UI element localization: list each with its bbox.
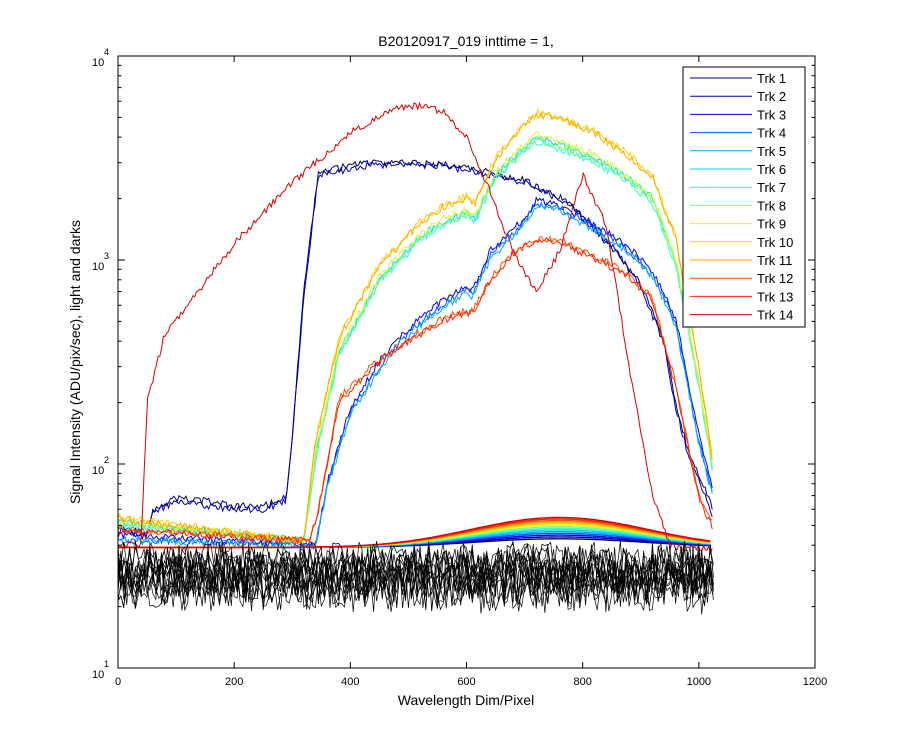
legend-label-trk-7: Trk 7 bbox=[757, 180, 786, 195]
legend-label-trk-14: Trk 14 bbox=[757, 308, 793, 323]
y-axis-label: Signal Intensity (ADU/pix/sec), light an… bbox=[67, 220, 83, 504]
dark-trace-11 bbox=[117, 557, 714, 609]
x-axis-label: Wavelength Dim/Pixel bbox=[398, 692, 534, 708]
series-line-trk-11 bbox=[117, 110, 713, 545]
dark-trace-14 bbox=[117, 564, 714, 615]
x-tick-label: 1200 bbox=[803, 676, 827, 688]
legend-label-trk-10: Trk 10 bbox=[757, 235, 793, 250]
x-tick-label: 400 bbox=[341, 676, 359, 688]
x-tick-label: 600 bbox=[457, 676, 475, 688]
dark-noise-layer bbox=[117, 540, 714, 615]
x-ticks: 0 200 400 600 800 1000 1200 bbox=[115, 56, 827, 688]
series-line-trk-10 bbox=[117, 107, 713, 543]
series-baseline-trk-14 bbox=[118, 516, 711, 549]
y-tick-exponent: 1 bbox=[104, 659, 109, 669]
legend-items: Trk 1 Trk 2 Trk 3 Trk 4 Trk 5 Trk 6 Trk 7 Trk 8… bbox=[690, 71, 793, 323]
y-tick-exponent: 3 bbox=[104, 251, 109, 261]
y-tick-label: 10 bbox=[92, 465, 104, 477]
y-tick-exponent: 4 bbox=[104, 47, 109, 57]
series-line-trk-3 bbox=[117, 196, 713, 551]
x-tick-label: 200 bbox=[225, 676, 243, 688]
legend-label-trk-12: Trk 12 bbox=[757, 271, 793, 286]
series-line-trk-1 bbox=[117, 159, 713, 539]
y-tick-label: 10 bbox=[92, 261, 104, 273]
legend-box bbox=[682, 66, 806, 328]
y-tick-label: 10 bbox=[92, 57, 104, 69]
legend-label-trk-4: Trk 4 bbox=[757, 126, 786, 141]
series-line-trk-9 bbox=[117, 130, 713, 545]
series-line-trk-2 bbox=[117, 161, 713, 538]
y-tick-exponent: 2 bbox=[104, 455, 109, 465]
legend-label-trk-9: Trk 9 bbox=[757, 217, 786, 232]
y-tick-label: 10 bbox=[92, 669, 104, 681]
x-tick-label: 0 bbox=[115, 676, 121, 688]
legend-label-trk-8: Trk 8 bbox=[757, 198, 786, 213]
series-line-trk-5 bbox=[117, 202, 713, 550]
series-line-trk-14 bbox=[117, 101, 713, 555]
legend-label-trk-11: Trk 11 bbox=[757, 253, 792, 268]
legend: Trk 1 Trk 2 Trk 3 Trk 4 Trk 5 Trk 6 Trk 7 Trk 8… bbox=[682, 66, 806, 328]
legend-label-trk-3: Trk 3 bbox=[757, 107, 786, 122]
legend-label-trk-13: Trk 13 bbox=[757, 289, 793, 304]
x-tick-label: 800 bbox=[573, 676, 591, 688]
dark-trace-13 bbox=[117, 562, 714, 612]
legend-label-trk-2: Trk 2 bbox=[757, 89, 786, 104]
x-tick-label: 1000 bbox=[687, 676, 711, 688]
legend-label-trk-5: Trk 5 bbox=[757, 144, 786, 159]
legend-label-trk-6: Trk 6 bbox=[757, 162, 786, 177]
legend-label-trk-1: Trk 1 bbox=[757, 71, 786, 86]
chart-title: B20120917_019 inttime = 1, bbox=[378, 33, 554, 49]
